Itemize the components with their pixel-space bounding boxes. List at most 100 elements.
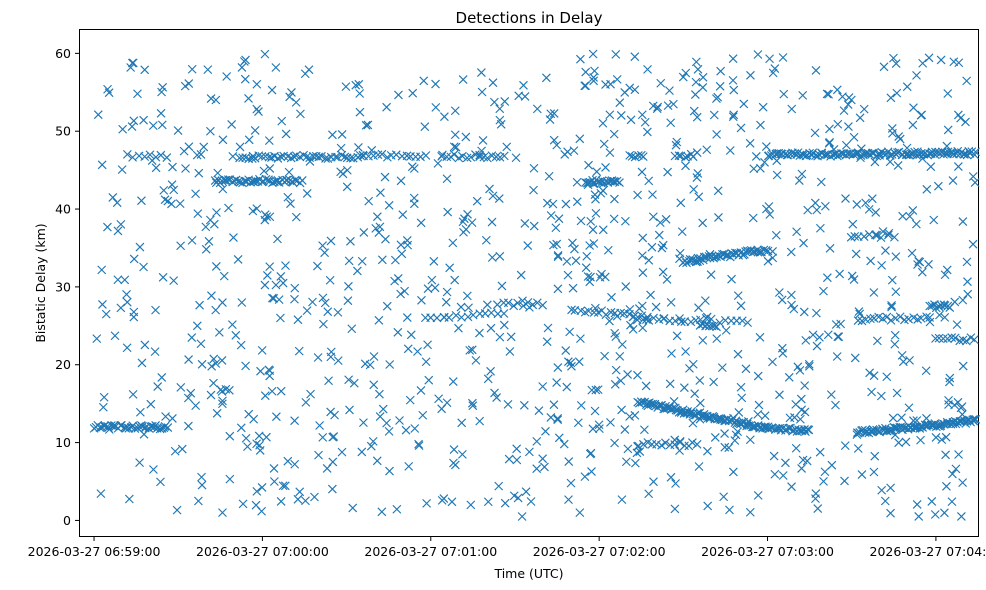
data-point xyxy=(702,145,712,155)
data-point xyxy=(638,323,648,333)
data-point xyxy=(638,268,648,278)
data-point xyxy=(600,351,610,361)
data-point xyxy=(597,269,606,279)
data-point xyxy=(235,142,245,152)
data-point xyxy=(617,340,627,349)
data-point xyxy=(328,130,337,140)
data-point xyxy=(532,436,542,446)
data-point xyxy=(318,319,328,329)
data-point xyxy=(128,389,138,399)
data-point xyxy=(257,151,267,161)
data-point xyxy=(626,320,635,330)
data-point xyxy=(250,153,260,163)
data-point xyxy=(304,65,314,75)
data-point xyxy=(954,58,964,68)
data-point xyxy=(206,390,216,400)
data-point xyxy=(521,487,531,497)
data-point xyxy=(813,504,823,513)
data-point xyxy=(503,298,513,308)
y-tick-label: 10 xyxy=(55,435,71,450)
data-point xyxy=(751,152,761,161)
data-point xyxy=(276,497,286,506)
data-point xyxy=(169,276,179,286)
data-point xyxy=(971,147,980,157)
data-point xyxy=(893,148,902,158)
data-point xyxy=(494,194,504,203)
data-point xyxy=(909,103,918,113)
data-point xyxy=(568,238,577,248)
data-point xyxy=(737,393,747,403)
data-point xyxy=(175,199,185,209)
data-point xyxy=(290,459,300,469)
data-point xyxy=(492,300,502,310)
data-point xyxy=(269,293,279,303)
data-point xyxy=(156,150,166,160)
data-point xyxy=(170,446,180,456)
data-point xyxy=(688,359,698,369)
data-point xyxy=(520,92,530,101)
data-point xyxy=(255,446,265,455)
data-point xyxy=(633,370,642,380)
data-point xyxy=(264,136,274,146)
data-point xyxy=(865,314,875,324)
data-point xyxy=(588,175,597,185)
data-point xyxy=(931,433,941,442)
data-point xyxy=(686,149,696,159)
data-point xyxy=(691,77,701,87)
data-point xyxy=(444,313,454,322)
data-point xyxy=(461,132,471,142)
data-point xyxy=(852,200,862,209)
data-point xyxy=(420,122,430,132)
data-point xyxy=(210,176,220,185)
data-point xyxy=(271,63,281,72)
data-point xyxy=(576,216,586,226)
data-point xyxy=(524,447,534,457)
data-point xyxy=(385,466,394,476)
data-point xyxy=(271,412,281,422)
data-point xyxy=(390,255,400,265)
data-point xyxy=(581,81,591,91)
data-point xyxy=(162,153,172,162)
data-point xyxy=(719,492,729,502)
data-point xyxy=(257,483,267,492)
data-point xyxy=(129,254,139,264)
data-point xyxy=(374,315,384,325)
data-point xyxy=(745,507,755,517)
data-point xyxy=(786,290,796,300)
data-point xyxy=(950,400,959,410)
data-point xyxy=(290,283,300,293)
data-point xyxy=(196,339,206,349)
data-point xyxy=(209,378,218,388)
data-point xyxy=(439,494,449,503)
data-point xyxy=(763,246,773,256)
data-point xyxy=(462,153,472,163)
data-point xyxy=(841,194,850,203)
data-point xyxy=(427,275,437,285)
data-point xyxy=(658,240,668,250)
data-point xyxy=(273,234,282,244)
data-point xyxy=(654,401,664,410)
data-point xyxy=(612,176,622,186)
data-point xyxy=(892,88,902,98)
data-point xyxy=(553,363,563,372)
data-point xyxy=(799,307,809,317)
data-point xyxy=(835,269,845,279)
data-point xyxy=(886,508,895,518)
data-point xyxy=(286,199,295,209)
data-point xyxy=(291,212,301,222)
data-point xyxy=(728,112,738,122)
data-point xyxy=(157,120,167,130)
data-point xyxy=(591,385,601,395)
data-point xyxy=(504,454,514,464)
data-point xyxy=(483,497,493,507)
data-point xyxy=(926,162,936,172)
data-point xyxy=(262,271,272,280)
data-point xyxy=(475,416,485,426)
data-point xyxy=(675,437,685,447)
data-point xyxy=(487,217,497,227)
data-point xyxy=(695,256,705,266)
data-point xyxy=(568,283,578,293)
data-point xyxy=(630,410,640,420)
data-point xyxy=(753,490,763,500)
data-point xyxy=(294,346,304,356)
